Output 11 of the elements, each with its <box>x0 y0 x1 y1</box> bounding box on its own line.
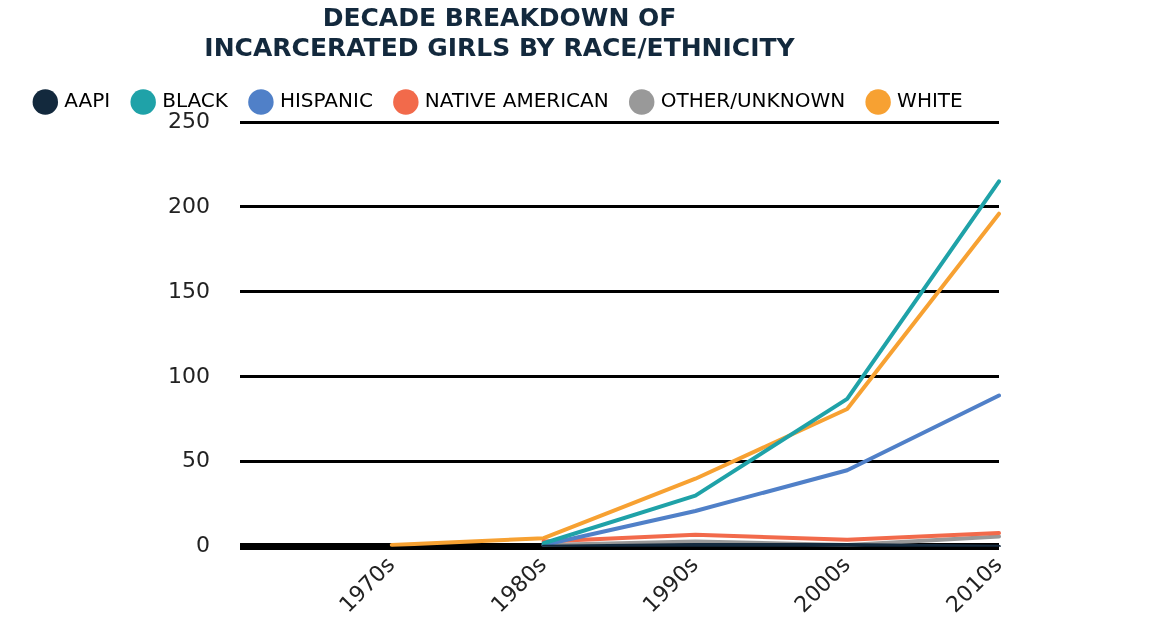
y-tick-label: 50 <box>182 447 210 473</box>
y-tick-label: 100 <box>168 362 210 388</box>
y-tick-label: 150 <box>168 277 210 303</box>
legend-label: AAPI <box>64 88 111 113</box>
y-tick-label: 200 <box>168 192 210 218</box>
chart-title: DECADE BREAKDOWN OF INCARCERATED GIRLS BY RACE/ETHNICITY <box>204 2 796 62</box>
legend-label: HISPANIC <box>279 88 373 113</box>
legend-label: OTHER/UNKNOWN <box>660 88 846 113</box>
legend-label: WHITE <box>897 88 963 113</box>
legend-label: NATIVE AMERICAN <box>424 88 609 113</box>
y-tick-label: 0 <box>196 532 210 558</box>
